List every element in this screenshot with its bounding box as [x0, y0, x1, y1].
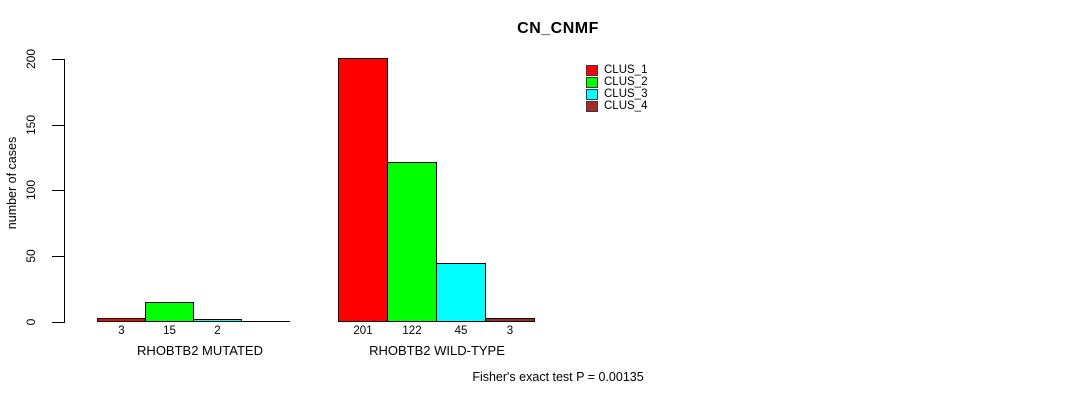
chart-title: CN_CNMF [517, 20, 599, 37]
y-tick-label: 150 [24, 114, 38, 136]
bar-clus_4-zero [241, 321, 290, 322]
bar-clus_1 [97, 318, 146, 322]
y-tick [52, 322, 64, 323]
legend: CLUS_1 CLUS_2 CLUS_3 CLUS_4 [586, 64, 647, 113]
y-tick [52, 125, 64, 126]
y-tick [52, 190, 64, 191]
y-axis-label: number of cases [5, 136, 19, 230]
y-tick-label: 200 [24, 48, 38, 70]
group-label: RHOBTB2 MUTATED [137, 343, 263, 358]
bar-clus_4 [485, 318, 535, 322]
legend-label: CLUS_1 [604, 63, 648, 76]
bar-value-label: 122 [402, 325, 422, 337]
legend-label: CLUS_4 [604, 100, 648, 113]
legend-swatch [586, 64, 598, 76]
legend-item: CLUS_4 [586, 100, 648, 113]
legend-swatch [586, 88, 598, 100]
bar-value-label: 3 [506, 325, 514, 337]
bar-clus_1 [338, 58, 388, 322]
bar-clus_3 [193, 319, 242, 322]
y-tick [52, 256, 64, 257]
bar-value-label: 201 [353, 325, 373, 337]
y-tick-label: 50 [24, 249, 38, 263]
bar-clus_3 [436, 263, 486, 322]
legend-item: CLUS_3 [586, 88, 647, 100]
bar-value-label: 3 [118, 325, 125, 337]
legend-swatch [586, 76, 598, 88]
bar-clus_2 [387, 162, 437, 322]
y-axis-line [64, 59, 65, 323]
legend-item: CLUS_2 [586, 76, 647, 88]
y-tick [52, 59, 64, 60]
stat-annotation: Fisher's exact test P = 0.00135 [472, 370, 644, 384]
legend-swatch [586, 101, 598, 113]
legend-label: CLUS_2 [604, 75, 648, 88]
bar-value-label: 45 [454, 325, 468, 337]
legend-item: CLUS_1 [586, 64, 647, 76]
y-tick-label: 100 [24, 179, 38, 201]
group-label: RHOBTB2 WILD-TYPE [369, 343, 505, 358]
y-tick-label: 0 [24, 318, 38, 326]
bar-value-label: 15 [163, 325, 176, 337]
bar-clus_2 [145, 302, 194, 322]
bar-value-label: 2 [214, 325, 221, 337]
legend-label: CLUS_3 [604, 87, 648, 100]
